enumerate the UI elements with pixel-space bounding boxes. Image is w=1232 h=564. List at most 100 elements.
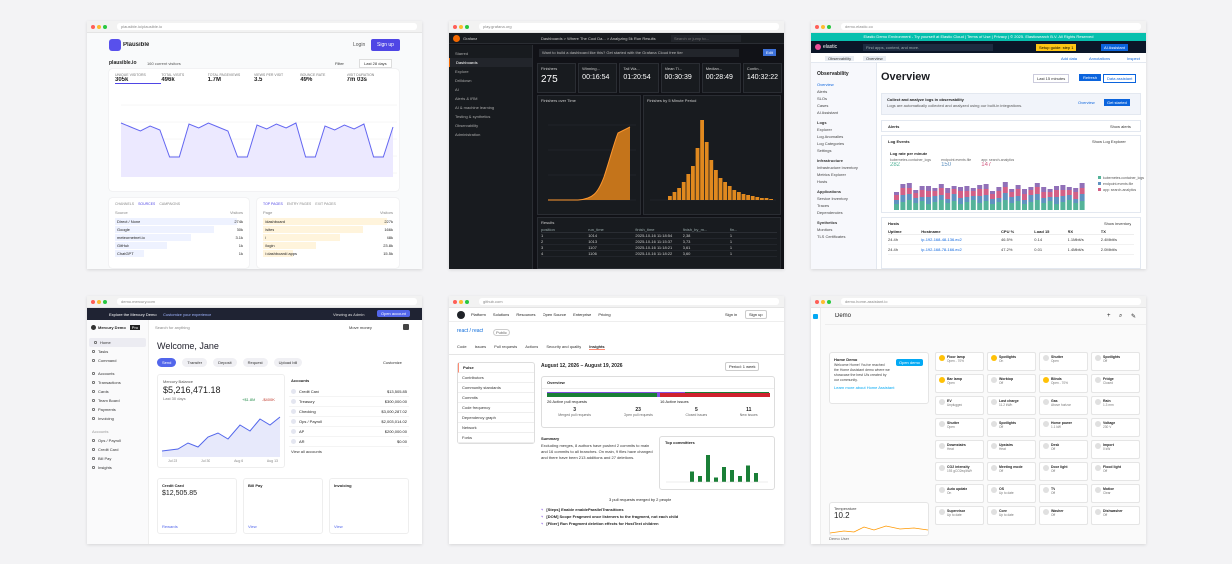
close-dot[interactable] [815,299,819,304]
sidebar-item-explore[interactable]: Explore [455,69,469,74]
minimize-dot[interactable] [97,24,101,29]
sidebar-item-tls-certificates[interactable]: TLS Certificates [817,234,846,239]
show-inventory-link[interactable]: Show inventory [1104,221,1132,226]
learn-more-link[interactable]: Learn more about Home Assistant [834,385,895,390]
setup-guide-button[interactable]: Setup guide: step 1 [1036,44,1077,51]
side-item-forks[interactable]: Forks [458,433,534,443]
maximize-dot[interactable] [465,299,469,304]
list-item[interactable]: /dashboard 227k [263,218,393,225]
filter-button[interactable]: Filter [335,61,344,66]
tile-spotlights[interactable]: Spotlights On [987,352,1036,371]
sidebar-item-log-categories[interactable]: Log Categories [817,141,845,146]
sidebar-item-command[interactable]: Command [87,356,148,365]
tile-shutter[interactable]: Shutter Open [1039,352,1088,371]
sidebar-item-home[interactable]: Home [89,338,146,347]
tile-downstairs[interactable]: Downstairs Heat [935,440,984,459]
column-header[interactable]: finish_time [635,227,655,232]
column-header[interactable]: run_time [588,227,604,232]
list-item[interactable]: /:dashboard/:apps 15.5k [263,250,393,257]
active-issues[interactable]: 16 Active issues [660,399,689,404]
sidebar-item-ai-machine-learning[interactable]: AI & machine learning [455,105,495,110]
stat-2[interactable]: TOTAL PAGEVIEWS 1.7M [208,73,254,84]
maximize-dot[interactable] [827,299,831,304]
tile-worktop[interactable]: Worktop Off [987,374,1036,393]
account-row[interactable]: AR $0.00 [289,437,409,447]
tab-pull-requests[interactable]: Pull requests [494,344,518,349]
crumb-overview[interactable]: Overview [863,56,886,61]
sidebar-item-ops-payroll[interactable]: Ops / Payroll [87,436,148,445]
minimize-dot[interactable] [97,299,101,304]
list-item[interactable]: Google 30k [115,226,243,233]
tile-desk[interactable]: Desk Off [1039,440,1088,459]
minimize-dot[interactable] [821,299,825,304]
card-link[interactable]: View [334,524,343,529]
signin-link[interactable]: Sign in [725,312,738,317]
tile-meeting-mode[interactable]: Meeting mode Off [987,462,1036,481]
org-name[interactable]: Mercury Demo [98,325,126,330]
side-item-community-standards[interactable]: Community standards [458,383,534,393]
maximize-dot[interactable] [827,24,831,29]
column-header[interactable]: finish_by_m... [682,227,708,232]
account-row[interactable]: Checking $3,000,287.02 [289,407,409,417]
action-transfer-button[interactable]: Transfer [182,358,208,367]
repo-name[interactable]: react / react [457,328,484,334]
signup-button[interactable]: Sign up [371,39,400,51]
card-link[interactable]: Rewards [162,524,178,529]
add-icon[interactable]: + [1107,313,1111,319]
ha-logo-icon[interactable] [813,314,818,319]
account-row[interactable]: AP $200,000.00 [289,427,409,437]
tab-insights[interactable]: Insights [589,344,605,350]
sidebar-item-tasks[interactable]: Tasks [87,347,148,356]
sidebar-item-infrastructure-inventory[interactable]: Infrastructure inventory [817,165,858,170]
sidebar-item-ai-assistant[interactable]: AI Assistant [817,110,838,115]
close-dot[interactable] [91,299,95,304]
side-item-dependency-graph[interactable]: Dependency graph [458,413,534,423]
tile-voltage[interactable]: Voltage 230 V [1091,418,1140,437]
sidebar-item-transactions[interactable]: Transactions [87,378,148,387]
account-row[interactable]: Ops / Payroll $2,003,014.02 [289,417,409,427]
time-picker[interactable]: Last 15 minutes [1033,74,1070,83]
active-prs[interactable]: 26 Active pull requests [547,399,588,404]
data-assistant-button[interactable]: Data assistant [1103,74,1137,83]
column-header[interactable]: CPU % [1001,229,1015,234]
account-row[interactable]: Credit Card $13,505.85 [289,387,409,397]
avatar[interactable] [403,324,409,330]
tile-home-power[interactable]: Home power 1.1 kW [1039,418,1088,437]
sidebar-item-ai[interactable]: AI [455,87,459,92]
refresh-button[interactable]: Refresh [1079,74,1102,81]
tile-blinds[interactable]: Blinds Open - 70% [1039,374,1088,393]
temperature-card[interactable]: Temperature 10.2 [829,502,929,536]
sidebar-item-metrics-explorer[interactable]: Metrics Explorer [817,172,846,177]
menu-pricing[interactable]: Pricing [598,312,611,317]
tile-rain[interactable]: Rain 1.3 mm [1091,396,1140,415]
banner-link[interactable]: Customize your experience [163,312,212,317]
tile-upstairs[interactable]: Upstairs Heat [987,440,1036,459]
show-alerts-link[interactable]: Show alerts [1110,124,1131,129]
annotations-link[interactable]: Annotations [1089,56,1111,61]
column-header[interactable]: fin... [729,227,738,232]
period-select[interactable]: Period: 1 week [725,362,760,371]
stat-0[interactable]: UNIQUE VISITORS 305k [115,73,162,84]
sidebar-item-drilldown[interactable]: Drilldown [455,78,472,83]
list-item[interactable]: Direct / None 274k [115,218,243,225]
column-header[interactable]: RX [1067,229,1074,234]
tab-actions[interactable]: Actions [525,344,539,349]
stat-3[interactable]: VIEWS PER VISIT 3.5 [254,73,300,84]
menu-open-source[interactable]: Open Source [542,312,567,317]
tab-campaigns[interactable]: CAMPAIGNS [159,202,181,206]
sidebar-item-invoicing[interactable]: Invoicing [87,414,148,423]
count-stat[interactable]: 11 New issues [740,407,758,417]
list-item[interactable]: GitHub 1k [115,242,243,249]
ai-assistant-button[interactable]: AI Assistant [1101,44,1128,51]
search-input[interactable]: Search for anything [155,325,190,330]
list-item[interactable]: /login 23.8k [263,242,393,249]
column-header[interactable]: Uptime [888,229,902,234]
sidebar-item-payments[interactable]: Payments [87,405,148,414]
tab-top-pages[interactable]: TOP PAGES [263,202,283,206]
minimize-dot[interactable] [459,299,463,304]
tab-issues[interactable]: Issues [474,344,487,349]
minimize-dot[interactable] [821,24,825,29]
tile-supervisor[interactable]: Supervisor Up to date [935,506,984,525]
tile-spotlights[interactable]: Spotlights Off [1091,352,1140,371]
search-icon[interactable]: ⌕ [1119,313,1123,319]
